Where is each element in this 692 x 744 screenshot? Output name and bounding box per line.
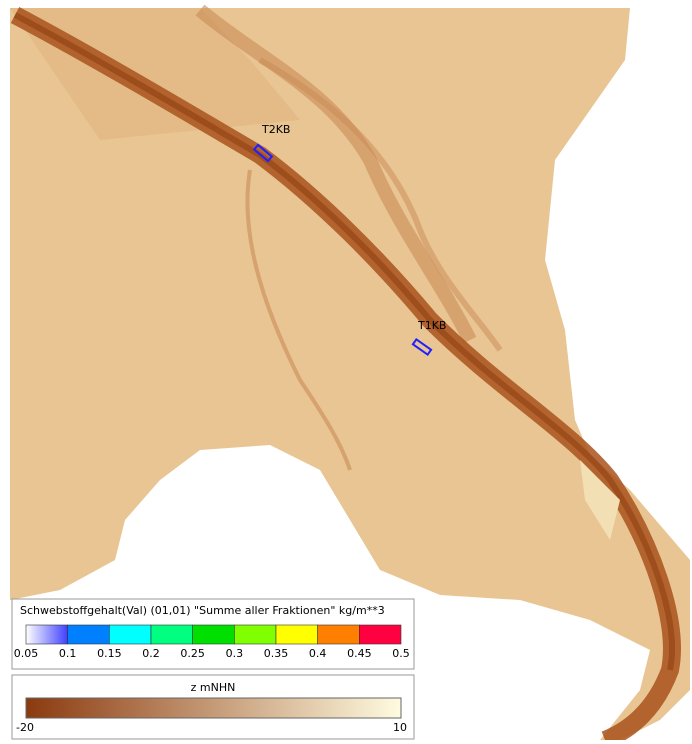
color-swatch <box>276 625 318 644</box>
legend-tick-label: 0.45 <box>347 647 372 660</box>
legend-tick-label: 0.5 <box>392 647 410 660</box>
legend-tick-label: 0.25 <box>180 647 205 660</box>
legend-tick-label: 0.05 <box>14 647 39 660</box>
legend-min: -20 <box>16 721 34 734</box>
color-swatch <box>151 625 193 644</box>
color-swatch <box>26 625 68 644</box>
color-swatch <box>68 625 110 644</box>
station-label: T2KB <box>261 123 290 136</box>
station-label: T1KB <box>417 319 446 332</box>
color-swatch <box>234 625 276 644</box>
legend-tick-label: 0.3 <box>226 647 244 660</box>
legend-tick-label: 0.4 <box>309 647 327 660</box>
map-view: T2KB T1KB Schwebstoffgehalt(Val) (01,01)… <box>0 0 692 740</box>
color-swatch <box>109 625 151 644</box>
legend-tick-label: 0.15 <box>97 647 122 660</box>
color-swatch <box>359 625 401 644</box>
legend-max: 10 <box>393 721 407 734</box>
legend-concentration: Schwebstoffgehalt(Val) (01,01) "Summe al… <box>12 599 414 669</box>
legend-title: z mNHN <box>191 681 236 694</box>
legend-tick-label: 0.2 <box>142 647 160 660</box>
legend-tick-label: 0.1 <box>59 647 77 660</box>
color-ramp <box>26 698 401 718</box>
legend-depth: z mNHN -20 10 <box>12 675 414 739</box>
legend-tick-label: 0.35 <box>264 647 289 660</box>
color-swatch <box>193 625 235 644</box>
color-swatch <box>318 625 360 644</box>
legend-title: Schwebstoffgehalt(Val) (01,01) "Summe al… <box>20 604 385 617</box>
